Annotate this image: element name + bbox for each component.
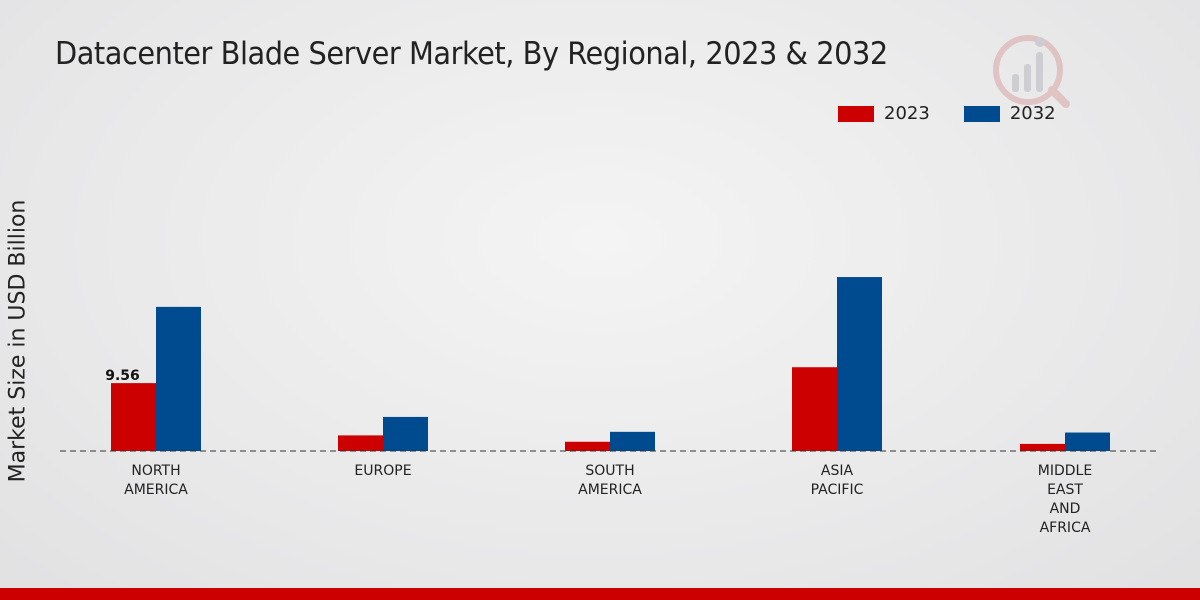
bar-2032-1 bbox=[383, 416, 428, 451]
x-tick-label-1: EUROPE bbox=[354, 463, 411, 479]
chart-title: Datacenter Blade Server Market, By Regio… bbox=[55, 36, 888, 72]
legend-item-2023: 2023 bbox=[838, 103, 930, 124]
x-tick-label-0: NORTH AMERICA bbox=[124, 463, 188, 498]
bar-2023-4 bbox=[1020, 443, 1065, 451]
legend-label-2032: 2032 bbox=[1009, 103, 1056, 124]
footer-bar bbox=[0, 588, 1200, 600]
legend: 2023 2032 bbox=[838, 103, 1090, 124]
bar-2023-1 bbox=[338, 435, 383, 451]
legend-item-2032: 2032 bbox=[963, 103, 1056, 124]
x-tick-label-4: MIDDLE EAST AND AFRICA bbox=[1038, 463, 1092, 536]
data-label-0: 9.56 bbox=[105, 368, 140, 384]
bar-2023-0 bbox=[111, 383, 156, 451]
bar-2032-3 bbox=[837, 277, 882, 451]
legend-label-2023: 2023 bbox=[884, 103, 930, 124]
x-tick-label-3: ASIA PACIFIC bbox=[811, 463, 864, 498]
legend-swatch-2032 bbox=[963, 105, 1000, 122]
bar-2023-2 bbox=[565, 441, 610, 451]
bar-2032-4 bbox=[1065, 432, 1110, 451]
watermark-logo-icon bbox=[993, 35, 1070, 108]
bar-2032-0 bbox=[156, 306, 201, 451]
bar-2023-3 bbox=[792, 367, 837, 451]
legend-swatch-2023 bbox=[838, 105, 874, 122]
x-tick-label-2: SOUTH AMERICA bbox=[578, 463, 642, 498]
bar-2032-2 bbox=[610, 431, 655, 451]
